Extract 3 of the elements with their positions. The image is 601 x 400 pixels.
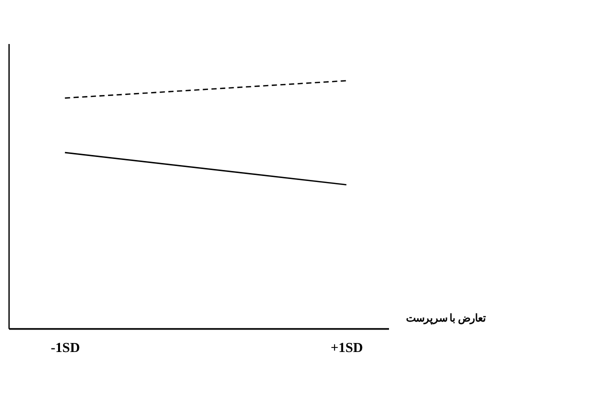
x-tick-label: -1SD — [50, 340, 80, 356]
x-tick-label: +1SD — [330, 340, 364, 356]
x-axis-title: تعارض با سرپرست — [406, 314, 486, 325]
